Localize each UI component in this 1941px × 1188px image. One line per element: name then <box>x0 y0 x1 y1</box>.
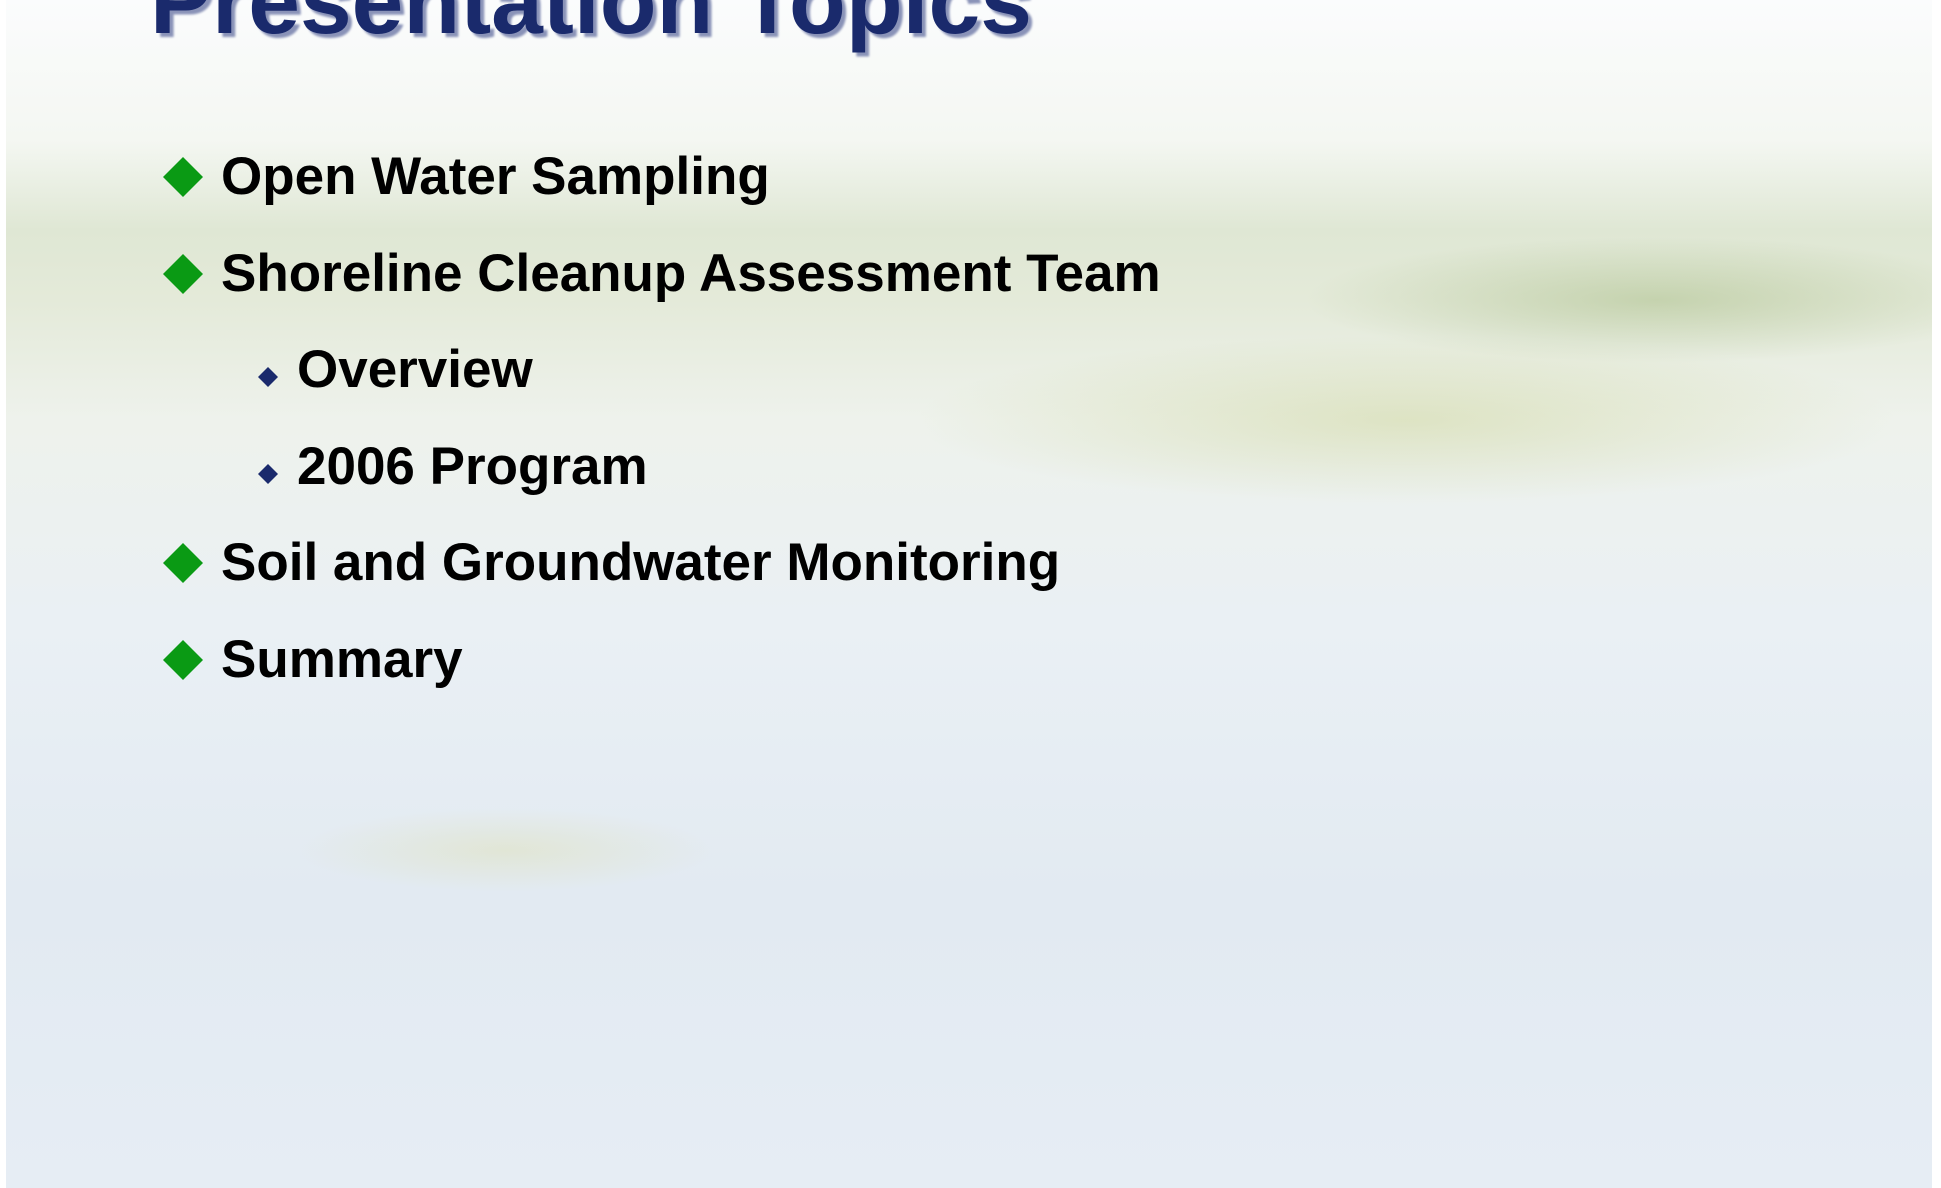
bullet-diamond <box>258 464 278 484</box>
bullet-diamond <box>163 543 203 583</box>
bullet-text: Open Water Sampling <box>221 150 770 203</box>
slide-title: Presentation Topics <box>150 0 1032 55</box>
bullet-text: Soil and Groundwater Monitoring <box>221 536 1060 589</box>
bullet-text: 2006 Program <box>297 440 648 493</box>
bullet-text: Overview <box>297 343 533 396</box>
bullet-diamond <box>163 254 203 294</box>
bullet-diamond <box>258 367 278 387</box>
bullet-text: Shoreline Cleanup Assessment Team <box>221 247 1161 300</box>
slide: Presentation Topics Open Water Sampling S… <box>0 0 1941 1188</box>
bullet-diamond <box>163 157 203 197</box>
bullet-diamond <box>163 640 203 680</box>
bullet-text: Summary <box>221 633 463 686</box>
